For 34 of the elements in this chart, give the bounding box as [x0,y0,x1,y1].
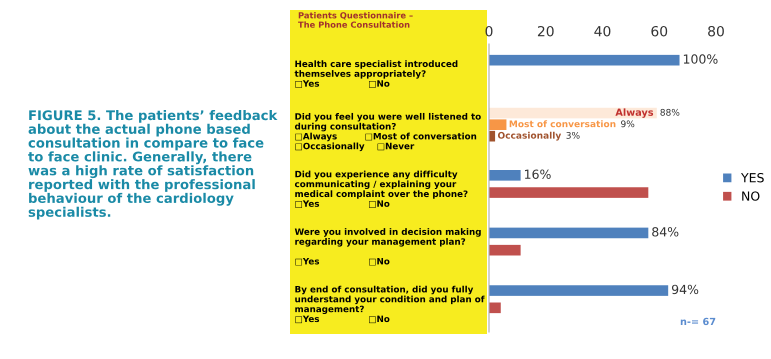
bar [489,244,521,256]
y-tick-label: Did you experience any difficulty communicating / explaining your medical complaint over the phone? □Yes □No [294,170,468,208]
bar [489,285,668,296]
bar [489,170,521,181]
x-tick-label: 80 [708,26,724,36]
category-label: Were you involved in decision making regarding your management plan? □Yes □No [294,228,481,266]
annotation: 94% [672,284,698,294]
y-tick-label: Did you feel you were well listened to during consultation? □Always □Most of conversation □Occasionally □Never [294,112,481,152]
bar [489,108,657,118]
annotation: 100% [684,54,718,64]
annotation: 9% [621,120,634,128]
bar [489,130,496,142]
y-tick-label: By end of consultation, did you fully understand your condition and plan of management? □Yes □No [295,286,485,324]
x-tick-label: 40 [594,26,610,36]
annotation: n-= 67 [680,318,716,326]
annotation: 3% [566,132,580,139]
x-tick-label: 20 [538,26,554,36]
annotation: 88% [660,108,680,116]
legend-label: NO [742,191,760,201]
series-label: Occasionally [498,132,562,141]
bar [489,187,648,198]
series-label: Always [615,108,654,118]
annotation: 84% [652,227,678,237]
x-tick-label: 60 [651,26,668,36]
bar [489,302,501,314]
text: Patients Questionnaire – The Phone Consultation [298,12,413,28]
text: FIGURE 5. The patients’ feedback about the actual phone based consultation in compare to face to face clinic. Generally, there was a high rate of satisfaction reported with the professional behaviour of the cardiology specialists. [28,110,278,220]
annotation: 16% [524,170,551,179]
bar [489,54,680,66]
bar [489,228,648,238]
y-tick-label: Health care specialist introduced themselves appropriately? □Yes □No [294,60,458,88]
series-label: Most of conversation [510,120,616,128]
bar [489,119,506,130]
legend-label: YES [740,173,764,182]
